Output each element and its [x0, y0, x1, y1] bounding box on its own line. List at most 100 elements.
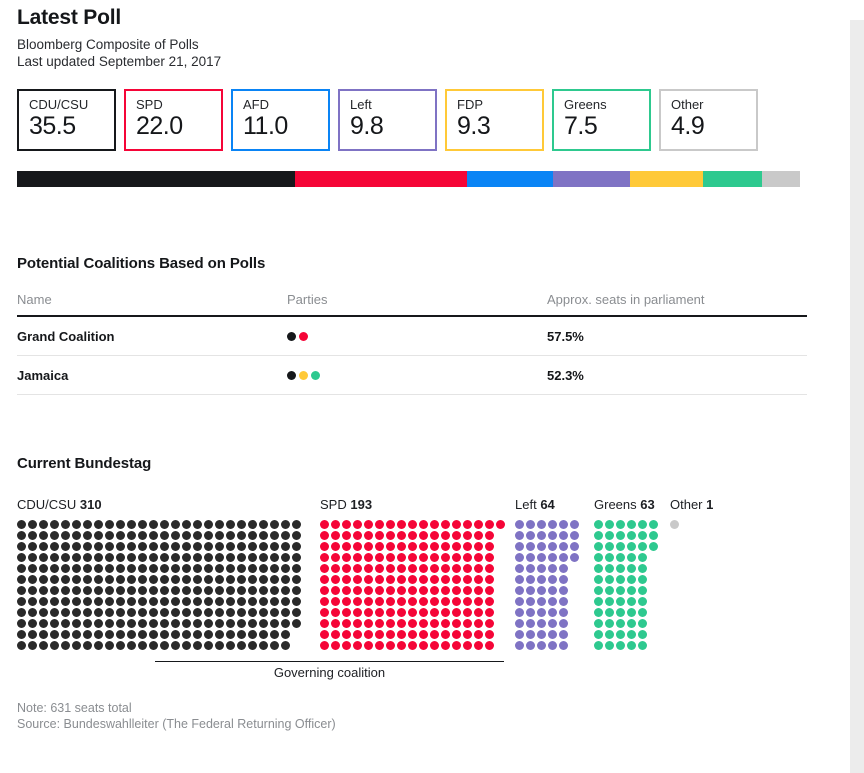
poll-box-party-name: SPD — [136, 97, 163, 112]
seat-dot — [397, 586, 406, 595]
seat-dot — [105, 641, 114, 650]
seat-dot — [226, 630, 235, 639]
column-header-name: Name — [17, 292, 287, 317]
poll-box-party-name: CDU/CSU — [29, 97, 89, 112]
seat-dot — [353, 542, 362, 551]
seat-dot — [397, 542, 406, 551]
seat-dot — [386, 575, 395, 584]
seat-dot — [548, 619, 557, 628]
seat-dot — [61, 630, 70, 639]
seat-dot — [281, 608, 290, 617]
seat-dot — [259, 630, 268, 639]
seat-dot — [61, 553, 70, 562]
seat-dot — [138, 531, 147, 540]
seat-dot — [292, 520, 301, 529]
seat-dot — [570, 520, 579, 529]
seat-dot — [171, 520, 180, 529]
seat-dot — [474, 520, 483, 529]
seat-dot — [320, 575, 329, 584]
seat-dot — [237, 608, 246, 617]
poll-box-party-name: Other — [671, 97, 704, 112]
seat-dot — [105, 619, 114, 628]
seat-dot — [204, 520, 213, 529]
seat-dot — [353, 619, 362, 628]
poll-box-cdu-csu: CDU/CSU 35.5 — [17, 89, 116, 151]
seat-dot — [116, 630, 125, 639]
seat-dot — [408, 619, 417, 628]
seat-dot — [94, 542, 103, 551]
seat-dot — [105, 597, 114, 606]
seat-dot — [248, 630, 257, 639]
seat-dot — [237, 586, 246, 595]
coalition-party-dots — [287, 355, 547, 395]
seat-dot — [616, 641, 625, 650]
poll-box-left: Left 9.8 — [338, 89, 437, 151]
seat-dot — [116, 597, 125, 606]
seat-dot — [149, 608, 158, 617]
seat-dot — [441, 520, 450, 529]
seat-dot — [72, 520, 81, 529]
seat-dot — [430, 542, 439, 551]
vertical-scrollbar[interactable] — [850, 20, 864, 773]
seat-dot — [270, 553, 279, 562]
seat-dot — [408, 575, 417, 584]
seat-dot — [452, 586, 461, 595]
seat-dot — [627, 531, 636, 540]
seat-dot — [94, 608, 103, 617]
bundestag-group-seats: 1 — [706, 497, 714, 512]
seat-dot — [127, 608, 136, 617]
seat-dot — [419, 597, 428, 606]
seat-dot — [237, 630, 246, 639]
seat-dot — [463, 586, 472, 595]
seat-dot — [39, 531, 48, 540]
seat-dot — [204, 575, 213, 584]
seat-dot — [281, 586, 290, 595]
seat-dot — [627, 564, 636, 573]
seat-dot — [292, 597, 301, 606]
seat-dot — [559, 531, 568, 540]
seat-dot — [570, 531, 579, 540]
seat-dot — [292, 531, 301, 540]
seat-dot — [226, 531, 235, 540]
seat-dot — [548, 564, 557, 573]
seat-dot — [182, 586, 191, 595]
seat-dot — [526, 608, 535, 617]
seat-dot — [237, 597, 246, 606]
seat-dot — [17, 542, 26, 551]
seat-dot — [605, 630, 614, 639]
seat-dot — [526, 630, 535, 639]
seat-dot — [193, 553, 202, 562]
seat-dot — [463, 597, 472, 606]
seat-dot — [28, 630, 37, 639]
seat-dot — [127, 575, 136, 584]
seat-dot — [559, 564, 568, 573]
seat-dot — [386, 553, 395, 562]
seat-dot — [237, 520, 246, 529]
seat-dot — [441, 597, 450, 606]
seat-dot — [226, 586, 235, 595]
seat-dot — [616, 608, 625, 617]
seat-dot — [237, 531, 246, 540]
seat-dot — [204, 608, 213, 617]
seat-dot — [281, 641, 290, 650]
seat-dot — [149, 531, 158, 540]
seat-dot — [83, 553, 92, 562]
seat-dot — [526, 531, 535, 540]
seat-dot — [408, 586, 417, 595]
seat-dot — [605, 564, 614, 573]
seat-dot — [83, 531, 92, 540]
seat-dot — [364, 641, 373, 650]
seat-dot — [182, 641, 191, 650]
seat-dot — [50, 564, 59, 573]
seat-dot — [160, 542, 169, 551]
seat-dot — [149, 630, 158, 639]
seat-dot — [171, 586, 180, 595]
seat-dot — [441, 553, 450, 562]
seat-dot — [149, 564, 158, 573]
seat-dot — [537, 641, 546, 650]
seat-dot — [138, 608, 147, 617]
seat-dot — [474, 608, 483, 617]
seat-dot — [259, 575, 268, 584]
seat-dot — [485, 531, 494, 540]
seat-dot — [408, 520, 417, 529]
